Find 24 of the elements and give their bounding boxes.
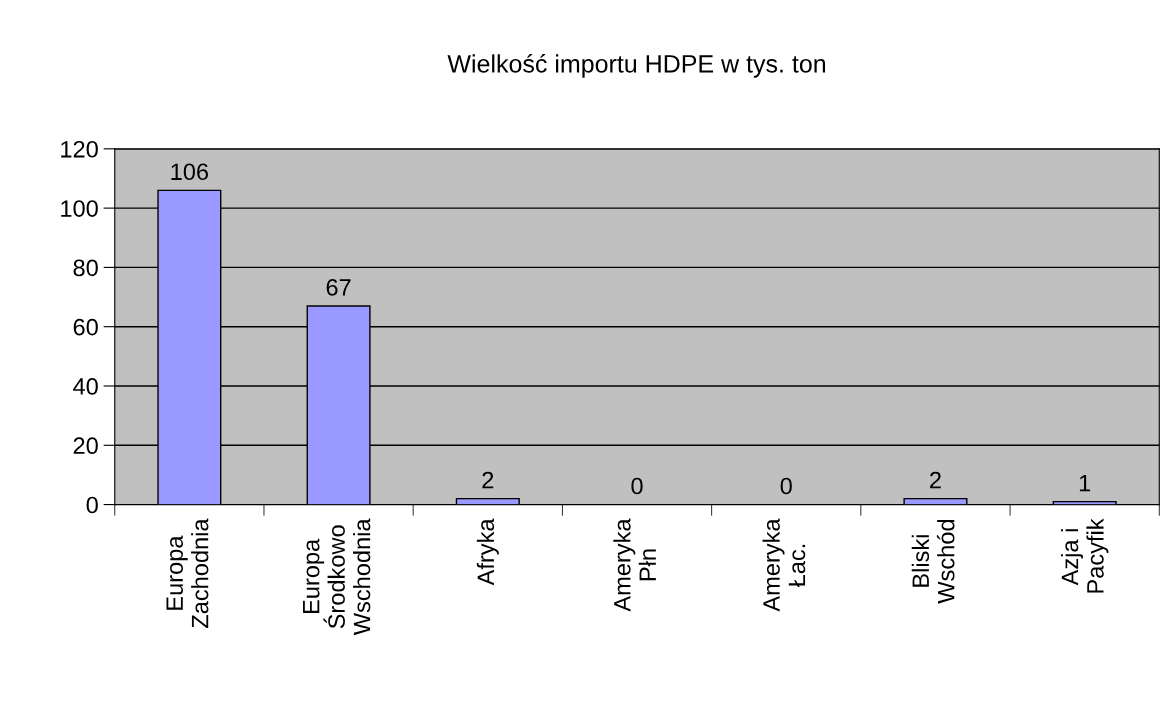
y-tick-label: 120 — [61, 140, 98, 158]
y-tick-label: 0 — [86, 496, 98, 514]
data-label: 1 — [1079, 474, 1091, 492]
data-label: 2 — [930, 471, 941, 489]
data-label: 0 — [780, 477, 792, 495]
data-label: 67 — [326, 279, 351, 296]
y-tick-label: 80 — [73, 259, 98, 277]
x-tick-label: Europa Zachodnia — [166, 518, 209, 628]
bar — [455, 497, 520, 505]
x-tick-label: Ameryka Łac. — [762, 518, 806, 612]
data-label: 0 — [631, 477, 643, 495]
x-tick-label: Ameryka Płn — [613, 518, 656, 612]
x-tick-label: Bliski Wschód — [911, 519, 955, 604]
y-tick-label: 60 — [73, 318, 98, 336]
chart-title: Wielkość importu HDPE w tys. ton — [447, 54, 826, 78]
x-tick-label: Afryka — [476, 518, 499, 586]
x-tick-label: Azja i Pacyfik — [1060, 518, 1109, 593]
data-label: 106 — [171, 163, 209, 181]
x-tick-label: Europa Środkowo Wschodnia — [303, 518, 371, 636]
data-label: 2 — [482, 471, 494, 489]
bar — [903, 497, 968, 505]
y-tick-label: 100 — [61, 200, 98, 217]
y-tick-label: 20 — [73, 437, 98, 455]
y-tick-label: 40 — [73, 378, 98, 395]
